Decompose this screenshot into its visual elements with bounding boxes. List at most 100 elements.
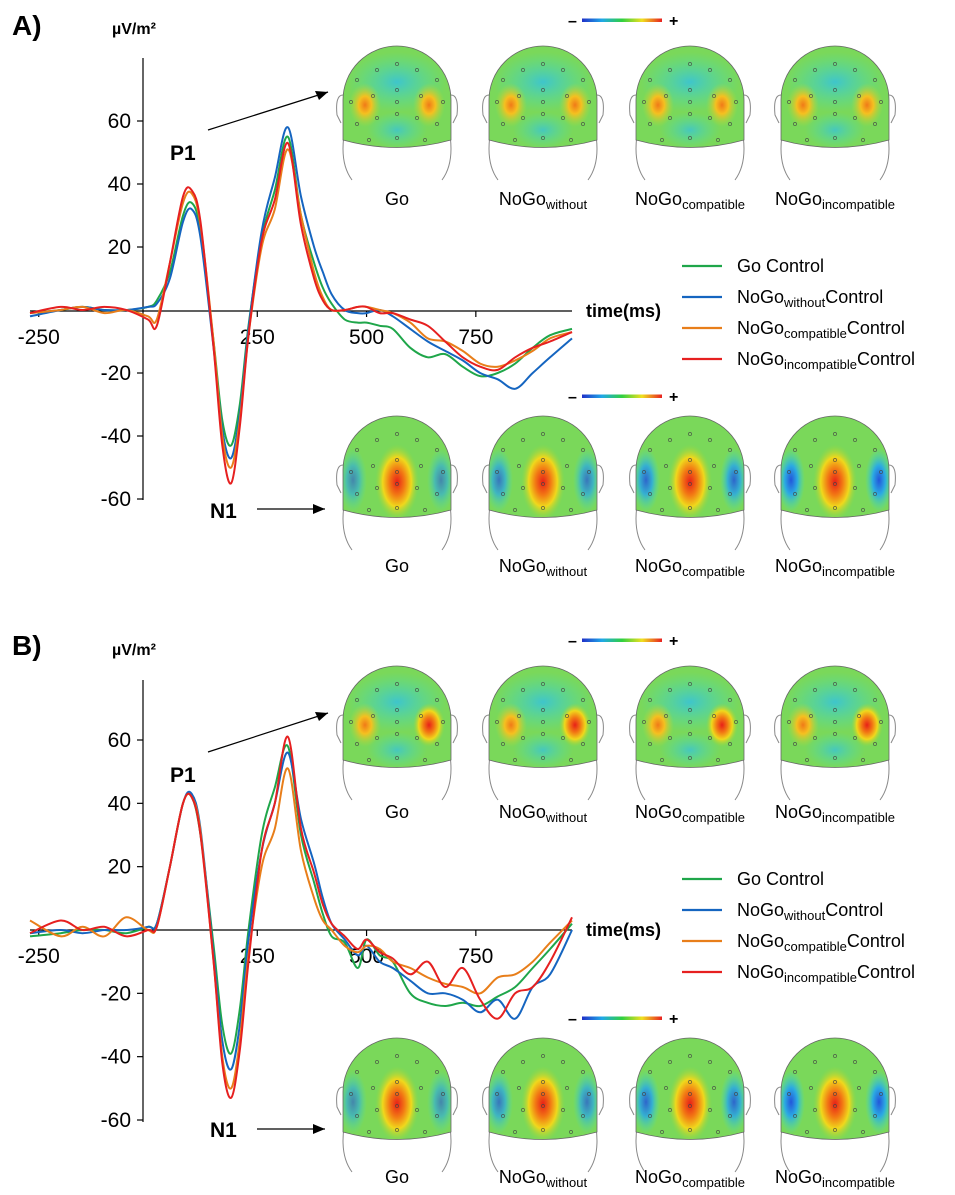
electrode-marker <box>395 482 399 486</box>
electrode-marker <box>371 714 375 718</box>
electrode-marker <box>415 1108 419 1112</box>
electrode-marker <box>688 682 692 686</box>
electrode-marker <box>833 62 837 66</box>
electrode-marker <box>513 138 517 142</box>
electrode-marker <box>833 88 837 92</box>
electrode-marker <box>517 464 521 468</box>
electrode-marker <box>793 698 797 702</box>
electrode-marker <box>688 458 692 462</box>
y-tick-label: 60 <box>108 110 131 133</box>
electrode-marker <box>375 688 379 692</box>
colorbar <box>582 638 662 642</box>
x-tick-label: 500 <box>349 326 384 349</box>
colorbar <box>582 394 662 398</box>
electrode-marker <box>660 758 664 762</box>
electrode-marker <box>712 94 716 98</box>
p1-arrowhead <box>315 91 328 100</box>
topomap-label-n1: NoGowithout <box>499 556 588 579</box>
electrode-marker <box>688 470 692 474</box>
electrode-marker <box>642 470 646 474</box>
electrode-marker <box>708 736 712 740</box>
electrode-marker <box>501 742 505 746</box>
y-tick-label: -40 <box>101 1046 131 1069</box>
topomap-label-p1: NoGoincompatible <box>775 802 895 825</box>
electrode-marker <box>541 482 545 486</box>
electrode-marker <box>853 438 857 442</box>
electrode-marker <box>423 1130 427 1134</box>
electrode-marker <box>569 138 573 142</box>
electrode-marker <box>793 492 797 496</box>
electrode-marker <box>664 464 668 468</box>
electrode-marker <box>517 1086 521 1090</box>
electrode-marker <box>349 1092 353 1096</box>
electrode-marker <box>395 732 399 736</box>
electrode-marker <box>734 1092 738 1096</box>
electrode-marker <box>541 682 545 686</box>
topomap-head <box>336 45 458 181</box>
electrode-marker <box>805 758 809 762</box>
electrode-marker <box>569 508 573 512</box>
electrode-marker <box>521 688 525 692</box>
colorbar-plus: + <box>669 1011 678 1028</box>
electrode-marker <box>873 1114 877 1118</box>
topomap-head <box>482 45 604 181</box>
electrode-marker <box>716 138 720 142</box>
electrode-marker <box>435 448 439 452</box>
electrode-marker <box>395 1104 399 1108</box>
y-tick-label: -20 <box>101 362 131 385</box>
topomap-head <box>774 415 896 551</box>
electrode-marker <box>833 482 837 486</box>
electrode-marker <box>569 758 573 762</box>
topomap-label-n1: Go <box>385 556 409 576</box>
electrode-marker <box>648 122 652 126</box>
electrode-marker <box>853 486 857 490</box>
electrode-marker <box>642 720 646 724</box>
electrode-marker <box>648 1114 652 1118</box>
panel-label: A) <box>12 10 42 41</box>
electrode-marker <box>419 1086 423 1090</box>
p1-label: P1 <box>170 142 196 165</box>
electrode-marker <box>415 736 419 740</box>
panel-a: A) µV/m² 60 40 20 -20 -40 -60 -250 250 500 750 time(… <box>12 10 915 579</box>
electrode-marker <box>879 470 883 474</box>
ear-outline <box>482 1086 604 1116</box>
n1-arrowhead <box>313 1124 325 1134</box>
electrode-marker <box>435 742 439 746</box>
topomap-head <box>774 665 896 801</box>
electrode-marker <box>708 486 712 490</box>
y-tick-label: 60 <box>108 729 131 752</box>
electrode-marker <box>853 1060 857 1064</box>
colorbar <box>582 18 662 22</box>
electrode-marker <box>561 1108 565 1112</box>
topomap-label-n1: Go <box>385 1167 409 1187</box>
colorbar-minus: – <box>568 633 577 650</box>
p1-label: P1 <box>170 764 196 787</box>
electrode-marker <box>367 1130 371 1134</box>
electrode-marker <box>415 688 419 692</box>
electrode-marker <box>853 116 857 120</box>
electrode-marker <box>688 506 692 510</box>
colorbar-minus: – <box>568 1011 577 1028</box>
electrode-marker <box>541 88 545 92</box>
electrode-marker <box>375 486 379 490</box>
electrode-marker <box>521 736 525 740</box>
electrode-marker <box>395 100 399 104</box>
electrode-marker <box>873 492 877 496</box>
electrode-marker <box>521 1060 525 1064</box>
electrode-marker <box>419 714 423 718</box>
electrode-marker <box>581 448 585 452</box>
electrode-marker <box>708 688 712 692</box>
electrode-marker <box>501 1114 505 1118</box>
topomap-label-p1: NoGowithout <box>499 189 588 212</box>
colorbar-minus: – <box>568 389 577 406</box>
x-axis-label: time(ms) <box>586 920 661 940</box>
electrode-marker <box>793 1070 797 1074</box>
electrode-marker <box>688 720 692 724</box>
electrode-marker <box>813 116 817 120</box>
electrode-marker <box>873 78 877 82</box>
electrode-marker <box>793 122 797 126</box>
electrode-marker <box>419 464 423 468</box>
ear-outline <box>774 1086 896 1116</box>
electrode-marker <box>565 94 569 98</box>
electrode-marker <box>495 100 499 104</box>
